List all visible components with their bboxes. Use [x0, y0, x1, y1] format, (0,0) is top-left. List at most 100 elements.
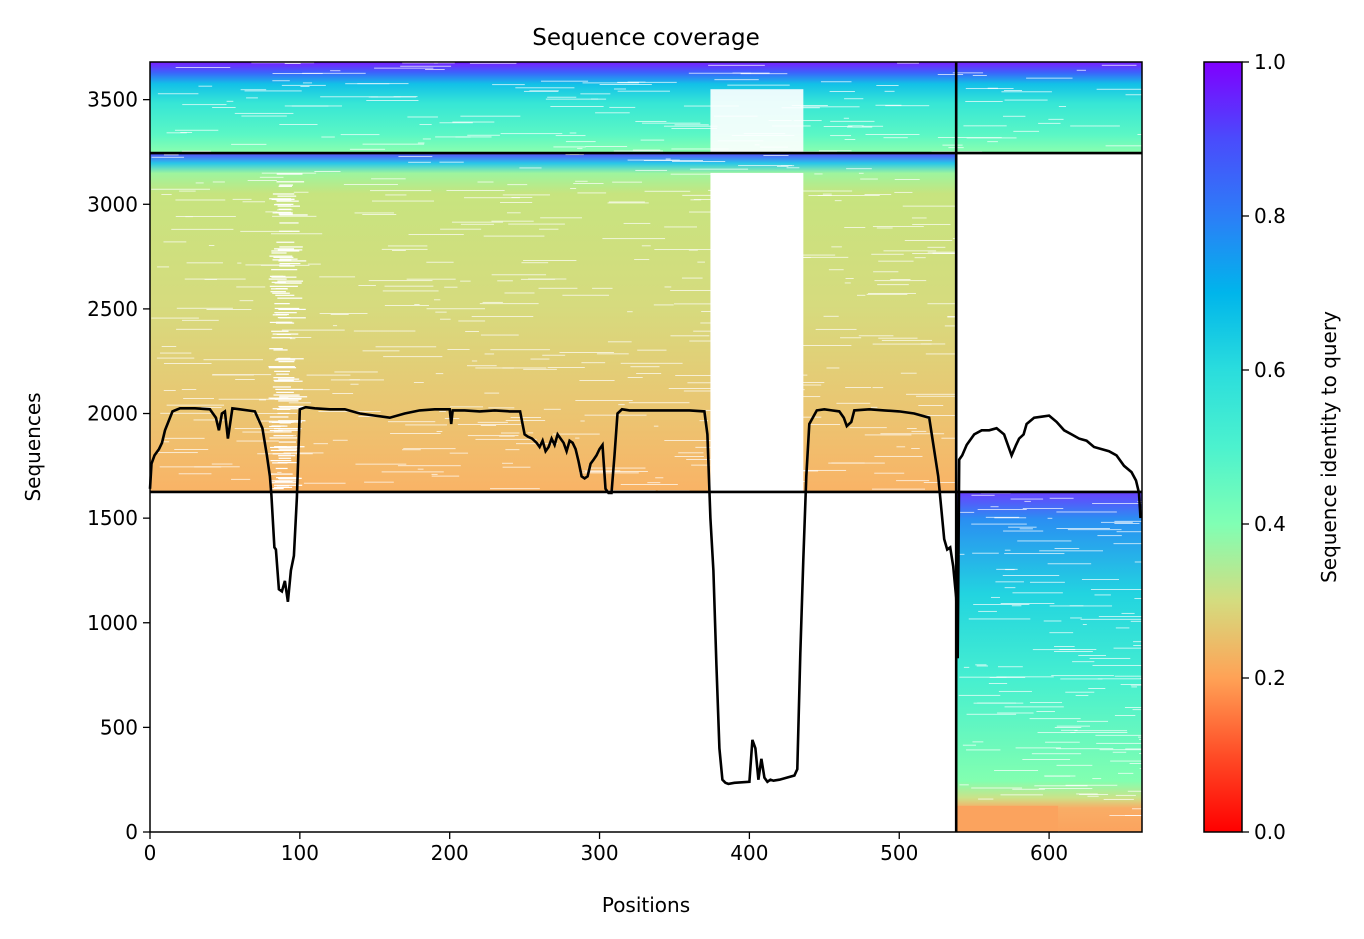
gap-mark [269, 348, 283, 350]
gap-mark [1004, 587, 1016, 589]
gap-mark [439, 318, 451, 320]
gap-mark [877, 284, 909, 286]
gap-mark [277, 397, 302, 400]
gap-mark [161, 346, 177, 347]
gap-mark [433, 62, 455, 64]
gap-mark [465, 331, 479, 332]
gap-column [710, 172, 804, 492]
gap-mark [276, 477, 299, 479]
gap-mark [814, 173, 823, 175]
gap-mark [236, 440, 279, 442]
gap-mark [419, 124, 432, 126]
gap-mark [1022, 508, 1064, 509]
gap-mark [179, 190, 196, 192]
gap-mark [275, 313, 289, 316]
y-tick-label: 3500 [87, 88, 138, 112]
gap-mark [330, 314, 349, 315]
gap-mark [1095, 734, 1142, 736]
gap-mark [800, 106, 860, 108]
gap-mark [878, 337, 918, 339]
gap-mark [1000, 603, 1055, 604]
gap-mark [927, 246, 946, 248]
gap-mark [275, 467, 288, 470]
gap-mark [1131, 686, 1137, 688]
gap-mark [402, 62, 438, 64]
gap-mark [440, 228, 482, 230]
gap-mark [1056, 725, 1091, 727]
gap-mark [247, 180, 277, 181]
gap-mark [271, 252, 287, 254]
gap-mark [268, 366, 295, 368]
gap-mark [670, 290, 720, 291]
gap-mark [826, 367, 840, 369]
gap-mark [499, 435, 515, 437]
gap-mark [613, 150, 664, 152]
gap-mark [872, 226, 924, 228]
gap-mark [195, 182, 204, 184]
gap-mark [1129, 763, 1142, 764]
gap-mark [274, 480, 291, 482]
gap-mark [972, 741, 984, 743]
gap-mark [281, 84, 326, 86]
gap-mark [996, 676, 1054, 678]
gap-mark [1116, 531, 1142, 533]
gap-mark [277, 408, 291, 410]
gap-mark [664, 286, 672, 288]
gap-mark [274, 370, 290, 372]
gap-mark [585, 471, 607, 473]
gap-mark [1024, 500, 1031, 502]
gap-mark [1139, 738, 1142, 740]
gap-mark [1098, 616, 1142, 618]
gap-mark [1004, 99, 1048, 101]
gap-mark [688, 72, 751, 74]
gap-mark [277, 249, 303, 251]
gap-mark [162, 441, 170, 443]
gap-mark [878, 260, 914, 262]
gap-mark [279, 230, 300, 232]
gap-mark [682, 194, 734, 196]
gap-mark [1067, 529, 1122, 531]
gap-mark [874, 472, 905, 474]
gap-mark [175, 199, 226, 201]
gap-mark [872, 387, 884, 389]
gap-mark [391, 249, 406, 251]
gap-mark [403, 448, 456, 450]
gap-mark [387, 421, 436, 423]
gap-mark [273, 256, 294, 258]
gap-mark [163, 154, 179, 156]
gap-mark [160, 412, 214, 414]
gap-mark [971, 787, 1023, 789]
gap-mark [627, 81, 646, 83]
gap-mark [482, 301, 503, 303]
gap-mark [289, 338, 296, 340]
gap-mark [272, 333, 299, 335]
gap-mark [1012, 592, 1063, 594]
gap-mark [272, 453, 292, 455]
gap-mark [362, 350, 400, 352]
gap-mark [180, 132, 193, 133]
colorbar-tick-label: 0.4 [1254, 512, 1286, 536]
gap-mark [1054, 651, 1093, 652]
gap-mark [273, 377, 295, 379]
gap-mark [559, 352, 614, 353]
gap-mark [303, 482, 346, 484]
gap-mark [277, 195, 297, 197]
msa-block-paired [150, 62, 1142, 154]
gap-mark [944, 325, 957, 327]
gap-mark [502, 466, 531, 468]
gap-mark [1039, 550, 1103, 552]
gap-mark [876, 85, 899, 86]
gap-mark [664, 440, 718, 441]
gap-mark [276, 200, 299, 202]
gap-mark [523, 260, 577, 261]
gap-mark [894, 191, 913, 193]
gap-mark [844, 98, 864, 100]
gap-mark [587, 467, 646, 469]
gap-mark [1056, 764, 1093, 766]
colorbar-gradient [1203, 61, 1243, 833]
gap-mark [584, 414, 647, 416]
gap-mark [828, 269, 844, 271]
gap-mark [573, 183, 604, 184]
gap-mark [276, 241, 295, 243]
x-tick-label: 300 [580, 841, 618, 865]
